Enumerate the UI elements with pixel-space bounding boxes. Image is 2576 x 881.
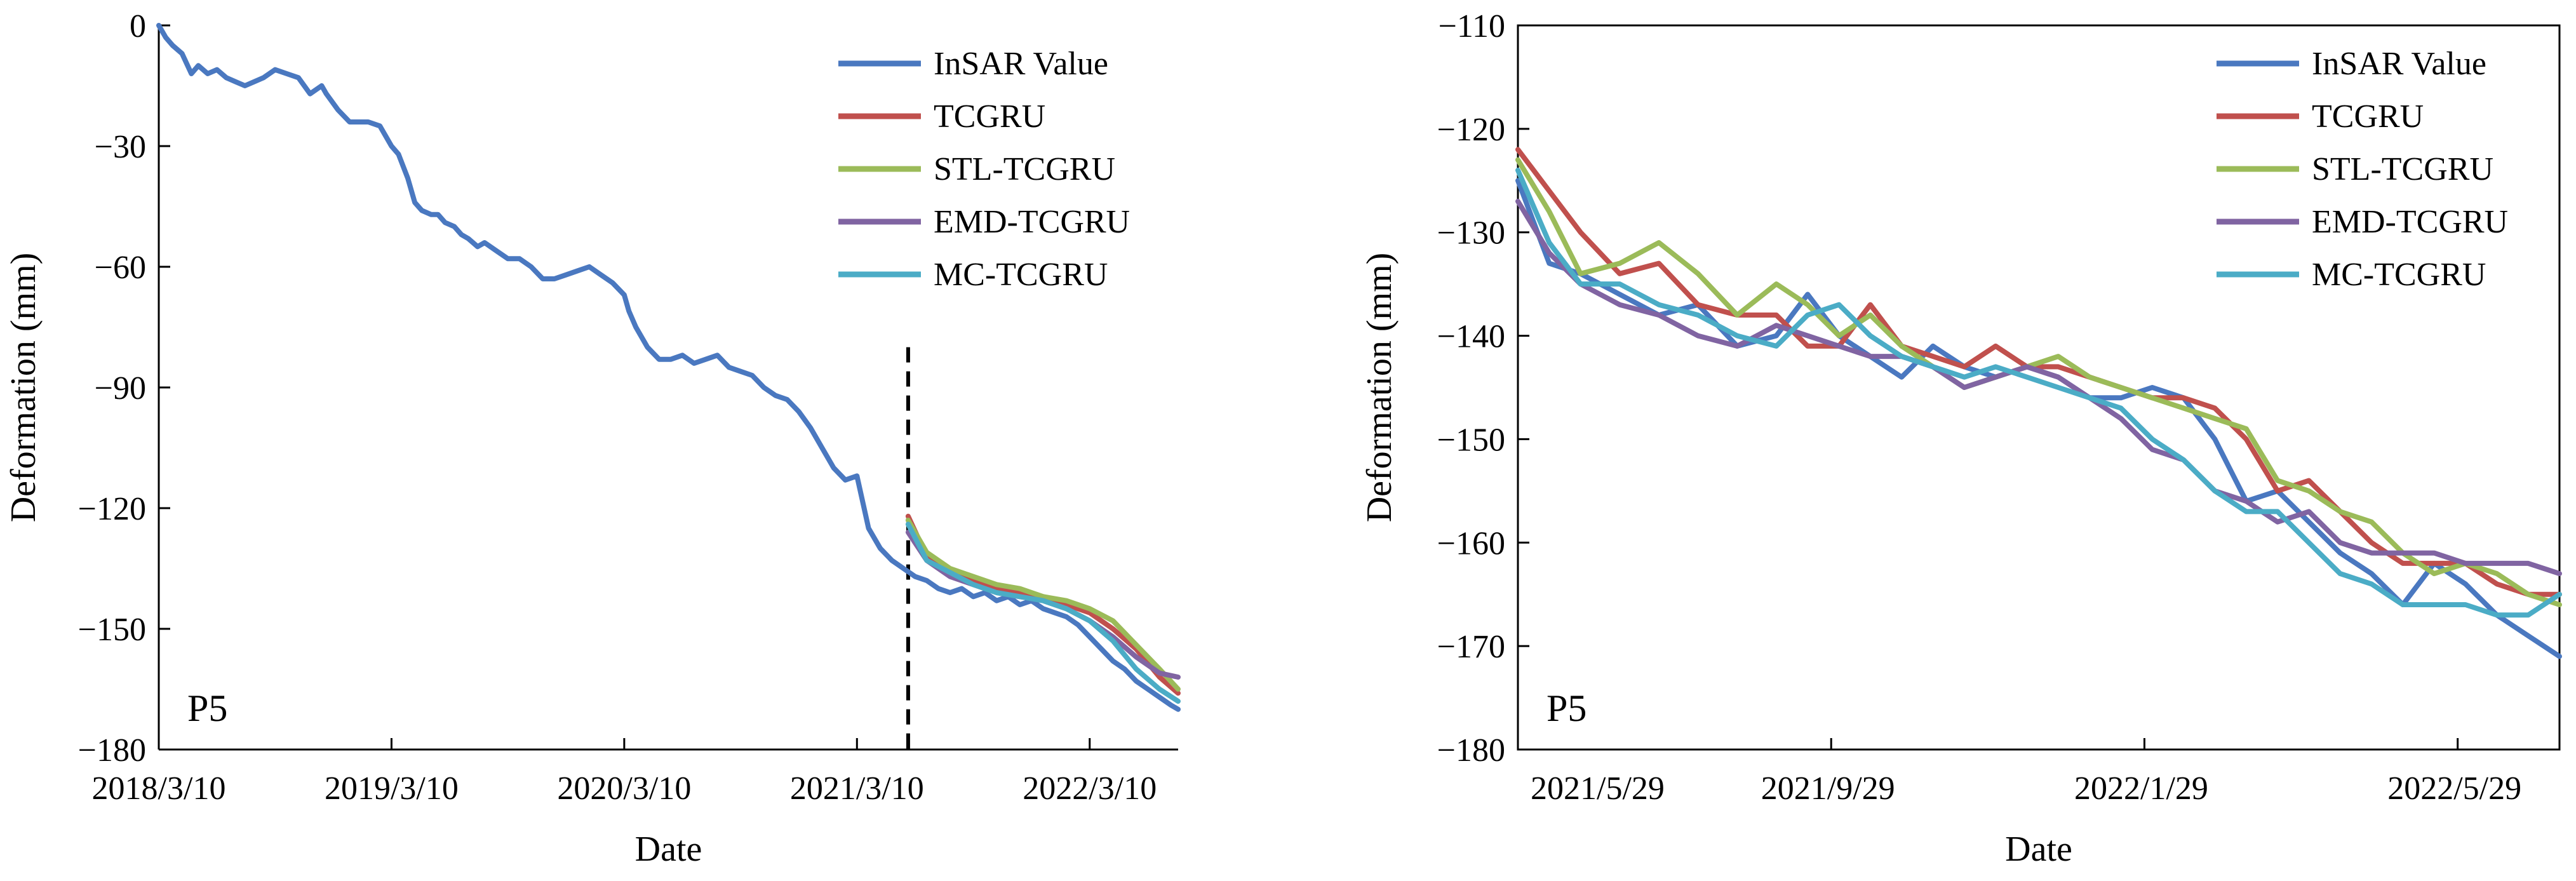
legend-label: InSAR Value bbox=[2312, 46, 2486, 82]
panel-annotation: P5 bbox=[1546, 687, 1587, 729]
chart-right: −110 −120 −130 −140 −150 −160 −170 −180 2021/5/2… bbox=[1360, 8, 2562, 869]
y-tick-label: −180 bbox=[78, 732, 146, 769]
y-tick-label: −120 bbox=[1437, 112, 1505, 148]
y-tick-label: −170 bbox=[1437, 629, 1505, 665]
series-line-stl-tcgru bbox=[905, 518, 1181, 692]
series-line-emd-tcgru bbox=[905, 530, 1181, 680]
y-tick-label: −90 bbox=[95, 370, 146, 407]
x-tick-label: 2021/9/29 bbox=[1761, 770, 1895, 807]
legend-label: EMD-TCGRU bbox=[934, 204, 1130, 240]
y-axis-title: Deformation (mm) bbox=[1360, 253, 1399, 523]
series-line-tcgru bbox=[905, 513, 1181, 696]
legend-label: MC-TCGRU bbox=[934, 257, 1108, 293]
x-tick-label: 2020/3/10 bbox=[557, 770, 691, 807]
legend-label: MC-TCGRU bbox=[2312, 257, 2486, 293]
series-line-mc-tcgru bbox=[1515, 168, 2562, 618]
y-tick-label: −30 bbox=[95, 129, 146, 165]
x-tick-label: 2021/5/29 bbox=[1531, 770, 1665, 807]
legend-label: STL-TCGRU bbox=[2312, 151, 2493, 187]
series-line-emd-tcgru bbox=[1515, 198, 2562, 577]
y-tick-label: −120 bbox=[78, 491, 146, 527]
x-tick-label: 2018/3/10 bbox=[92, 770, 226, 807]
x-tick-label: 2022/5/29 bbox=[2387, 770, 2521, 807]
y-tick-label: −130 bbox=[1437, 215, 1505, 252]
x-tick-label: 2022/3/10 bbox=[1023, 770, 1157, 807]
series-line-mc-tcgru bbox=[905, 521, 1181, 704]
legend-label: TCGRU bbox=[934, 98, 1045, 135]
x-axis-title: Date bbox=[2005, 830, 2072, 869]
x-tick-label: 2022/1/29 bbox=[2074, 770, 2208, 807]
x-tick-label: 2019/3/10 bbox=[325, 770, 459, 807]
y-tick-label: −60 bbox=[95, 250, 146, 286]
y-tick-label: −150 bbox=[78, 612, 146, 648]
legend-label: InSAR Value bbox=[934, 46, 1108, 82]
y-tick-label: 0 bbox=[130, 8, 146, 44]
y-axis-title: Deformation (mm) bbox=[4, 253, 43, 523]
y-tick-label: −180 bbox=[1437, 732, 1505, 769]
legend-label: EMD-TCGRU bbox=[2312, 204, 2508, 240]
legend-label: TCGRU bbox=[2312, 98, 2424, 135]
series-line-insar-value bbox=[156, 23, 1181, 712]
y-tick-label: −160 bbox=[1437, 525, 1505, 562]
x-tick-label: 2021/3/10 bbox=[790, 770, 924, 807]
y-tick-label: −110 bbox=[1439, 8, 1505, 44]
series-line-stl-tcgru bbox=[1515, 157, 2562, 607]
x-axis-title: Date bbox=[635, 830, 702, 869]
plot-frame bbox=[1517, 24, 2561, 751]
y-tick-label: −140 bbox=[1437, 319, 1505, 355]
legend-label: STL-TCGRU bbox=[934, 151, 1115, 187]
panel-annotation: P5 bbox=[187, 687, 227, 729]
y-tick-label: −150 bbox=[1437, 422, 1505, 458]
series-line-tcgru bbox=[1515, 147, 2562, 597]
